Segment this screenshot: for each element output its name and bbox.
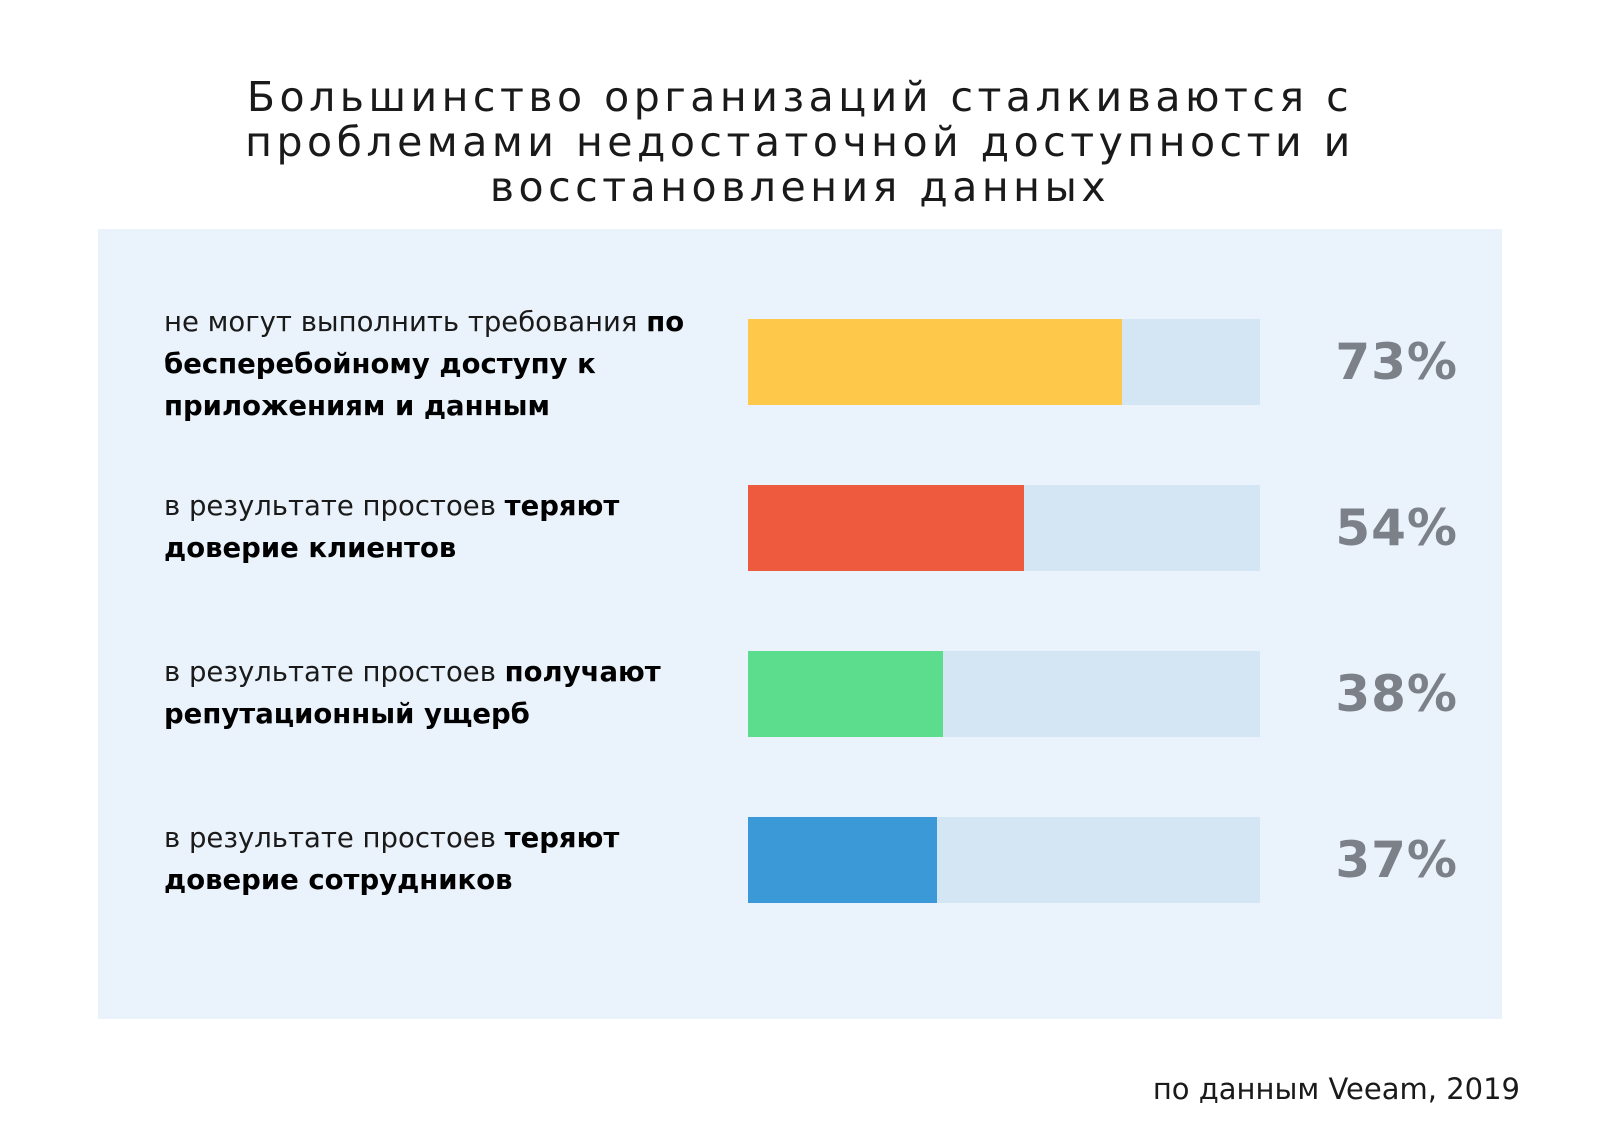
bar-label: не могут выполнить требования по беспере…: [164, 301, 694, 427]
bar-label-text: в результате простоев: [164, 656, 505, 688]
bar-label: в результате простоев теряют доверие сот…: [164, 817, 694, 901]
bar: [748, 651, 943, 737]
bar-track: [748, 485, 1260, 571]
bar-track: [748, 319, 1260, 405]
bar-label-emphasis: по бесперебойному доступу к приложениям …: [164, 306, 685, 422]
chart-title-line-1: Большинство организаций сталкиваются с: [246, 73, 1354, 122]
source-note: по данным Veeam, 2019: [1152, 1072, 1520, 1106]
bar: [748, 319, 1122, 405]
bar-value-label: 37%: [1335, 831, 1458, 889]
bar-track: [748, 651, 1260, 737]
chart-title-line-2: проблемами недостаточной доступности и: [245, 118, 1355, 167]
bar-label-text: не могут выполнить требования: [164, 306, 647, 338]
bar: [748, 485, 1024, 571]
bar-value-label: 38%: [1335, 665, 1458, 723]
bar-label: в результате простоев получают репутацио…: [164, 651, 694, 735]
bar-value-label: 54%: [1335, 499, 1458, 557]
chart-title: Большинство организаций сталкиваются с п…: [0, 75, 1600, 210]
bar-label-text: в результате простоев: [164, 822, 505, 854]
bar: [748, 817, 937, 903]
chart-panel: не могут выполнить требования по беспере…: [98, 229, 1502, 1019]
bar-label: в результате простоев теряют доверие кли…: [164, 485, 694, 569]
bar-label-text: в результате простоев: [164, 490, 505, 522]
bar-label-emphasis: теряют доверие сотрудников: [164, 822, 620, 896]
bar-label-emphasis: получают репутационный ущерб: [164, 656, 661, 730]
bar-value-label: 73%: [1335, 333, 1458, 391]
bar-track: [748, 817, 1260, 903]
chart-title-line-3: восстановления данных: [489, 163, 1111, 212]
bar-label-emphasis: теряют доверие клиентов: [164, 490, 620, 564]
